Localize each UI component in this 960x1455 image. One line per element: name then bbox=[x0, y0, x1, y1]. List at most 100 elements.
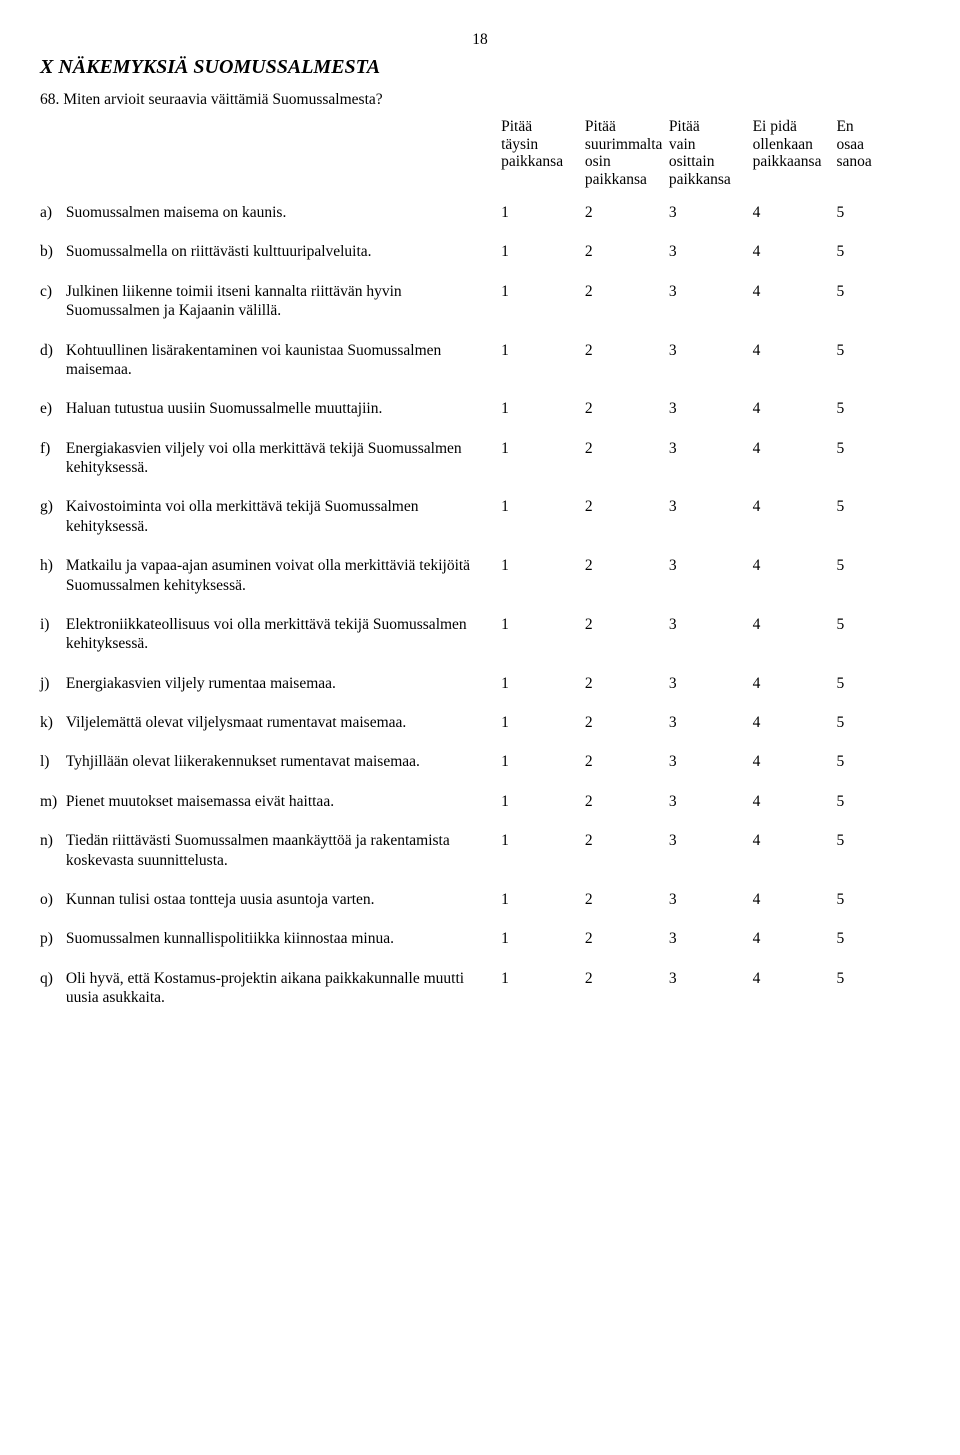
likert-option[interactable]: 1 bbox=[501, 959, 585, 1018]
likert-option[interactable]: 3 bbox=[669, 605, 753, 664]
likert-option[interactable]: 3 bbox=[669, 546, 753, 605]
likert-option[interactable]: 1 bbox=[501, 782, 585, 821]
likert-option[interactable]: 3 bbox=[669, 389, 753, 428]
likert-option[interactable]: 2 bbox=[585, 959, 669, 1018]
likert-option[interactable]: 2 bbox=[585, 664, 669, 703]
likert-option[interactable]: 5 bbox=[836, 487, 920, 546]
likert-option[interactable]: 1 bbox=[501, 389, 585, 428]
header-col-2: Pitää suurimmalta osin paikkansa bbox=[585, 118, 669, 193]
likert-option[interactable]: 2 bbox=[585, 880, 669, 919]
likert-option[interactable]: 4 bbox=[753, 389, 837, 428]
table-row: e)Haluan tutustua uusiin Suomussalmelle … bbox=[40, 389, 920, 428]
likert-option[interactable]: 4 bbox=[753, 429, 837, 488]
likert-option[interactable]: 5 bbox=[836, 821, 920, 880]
table-row: a)Suomussalmen maisema on kaunis.12345 bbox=[40, 193, 920, 232]
likert-option[interactable]: 3 bbox=[669, 703, 753, 742]
likert-option[interactable]: 5 bbox=[836, 605, 920, 664]
likert-option[interactable]: 1 bbox=[501, 272, 585, 331]
row-text: Julkinen liikenne toimii itseni kannalta… bbox=[66, 272, 501, 331]
likert-option[interactable]: 4 bbox=[753, 821, 837, 880]
likert-option[interactable]: 4 bbox=[753, 664, 837, 703]
likert-option[interactable]: 1 bbox=[501, 664, 585, 703]
likert-option[interactable]: 2 bbox=[585, 232, 669, 271]
likert-option[interactable]: 4 bbox=[753, 193, 837, 232]
table-row: o)Kunnan tulisi ostaa tontteja uusia asu… bbox=[40, 880, 920, 919]
likert-option[interactable]: 5 bbox=[836, 782, 920, 821]
likert-option[interactable]: 2 bbox=[585, 389, 669, 428]
likert-option[interactable]: 5 bbox=[836, 880, 920, 919]
likert-option[interactable]: 5 bbox=[836, 664, 920, 703]
likert-option[interactable]: 3 bbox=[669, 331, 753, 390]
likert-option[interactable]: 5 bbox=[836, 742, 920, 781]
likert-option[interactable]: 1 bbox=[501, 546, 585, 605]
likert-option[interactable]: 1 bbox=[501, 331, 585, 390]
likert-option[interactable]: 5 bbox=[836, 272, 920, 331]
likert-option[interactable]: 1 bbox=[501, 742, 585, 781]
likert-option[interactable]: 3 bbox=[669, 487, 753, 546]
row-text: Haluan tutustua uusiin Suomussalmelle mu… bbox=[66, 389, 501, 428]
likert-option[interactable]: 2 bbox=[585, 487, 669, 546]
likert-option[interactable]: 1 bbox=[501, 821, 585, 880]
likert-option[interactable]: 3 bbox=[669, 664, 753, 703]
likert-option[interactable]: 4 bbox=[753, 546, 837, 605]
likert-option[interactable]: 2 bbox=[585, 703, 669, 742]
likert-option[interactable]: 2 bbox=[585, 429, 669, 488]
likert-option[interactable]: 5 bbox=[836, 546, 920, 605]
likert-option[interactable]: 4 bbox=[753, 487, 837, 546]
likert-option[interactable]: 2 bbox=[585, 605, 669, 664]
likert-option[interactable]: 3 bbox=[669, 959, 753, 1018]
likert-option[interactable]: 1 bbox=[501, 919, 585, 958]
likert-option[interactable]: 2 bbox=[585, 782, 669, 821]
likert-option[interactable]: 4 bbox=[753, 959, 837, 1018]
likert-option[interactable]: 4 bbox=[753, 742, 837, 781]
likert-option[interactable]: 5 bbox=[836, 193, 920, 232]
likert-option[interactable]: 2 bbox=[585, 193, 669, 232]
likert-option[interactable]: 3 bbox=[669, 880, 753, 919]
likert-option[interactable]: 3 bbox=[669, 919, 753, 958]
likert-option[interactable]: 3 bbox=[669, 742, 753, 781]
likert-option[interactable]: 2 bbox=[585, 272, 669, 331]
likert-option[interactable]: 4 bbox=[753, 919, 837, 958]
likert-option[interactable]: 1 bbox=[501, 703, 585, 742]
likert-option[interactable]: 3 bbox=[669, 429, 753, 488]
likert-option[interactable]: 5 bbox=[836, 429, 920, 488]
row-text: Suomussalmen maisema on kaunis. bbox=[66, 193, 501, 232]
likert-option[interactable]: 4 bbox=[753, 880, 837, 919]
table-row: c)Julkinen liikenne toimii itseni kannal… bbox=[40, 272, 920, 331]
likert-option[interactable]: 2 bbox=[585, 919, 669, 958]
likert-option[interactable]: 2 bbox=[585, 546, 669, 605]
likert-option[interactable]: 5 bbox=[836, 232, 920, 271]
row-text: Suomussalmen kunnallispolitiikka kiinnos… bbox=[66, 919, 501, 958]
likert-option[interactable]: 3 bbox=[669, 193, 753, 232]
likert-option[interactable]: 3 bbox=[669, 272, 753, 331]
header-col-3: Pitää vain osittain paikkansa bbox=[669, 118, 753, 193]
row-letter: f) bbox=[40, 429, 66, 488]
likert-option[interactable]: 4 bbox=[753, 272, 837, 331]
row-text: Matkailu ja vapaa-ajan asuminen voivat o… bbox=[66, 546, 501, 605]
likert-option[interactable]: 4 bbox=[753, 605, 837, 664]
likert-option[interactable]: 5 bbox=[836, 331, 920, 390]
likert-option[interactable]: 4 bbox=[753, 232, 837, 271]
likert-option[interactable]: 2 bbox=[585, 821, 669, 880]
likert-option[interactable]: 1 bbox=[501, 605, 585, 664]
row-letter: a) bbox=[40, 193, 66, 232]
likert-option[interactable]: 1 bbox=[501, 880, 585, 919]
likert-option[interactable]: 4 bbox=[753, 703, 837, 742]
likert-option[interactable]: 4 bbox=[753, 331, 837, 390]
likert-option[interactable]: 1 bbox=[501, 232, 585, 271]
likert-option[interactable]: 5 bbox=[836, 959, 920, 1018]
likert-option[interactable]: 3 bbox=[669, 782, 753, 821]
likert-option[interactable]: 4 bbox=[753, 782, 837, 821]
likert-option[interactable]: 3 bbox=[669, 232, 753, 271]
likert-option[interactable]: 5 bbox=[836, 703, 920, 742]
likert-option[interactable]: 1 bbox=[501, 487, 585, 546]
likert-option[interactable]: 3 bbox=[669, 821, 753, 880]
likert-option[interactable]: 5 bbox=[836, 389, 920, 428]
likert-option[interactable]: 5 bbox=[836, 919, 920, 958]
likert-option[interactable]: 2 bbox=[585, 742, 669, 781]
row-text: Oli hyvä, että Kostamus-projektin aikana… bbox=[66, 959, 501, 1018]
header-row: Pitää täysin paikkansa Pitää suurimmalta… bbox=[40, 118, 920, 193]
likert-option[interactable]: 1 bbox=[501, 193, 585, 232]
likert-option[interactable]: 2 bbox=[585, 331, 669, 390]
likert-option[interactable]: 1 bbox=[501, 429, 585, 488]
